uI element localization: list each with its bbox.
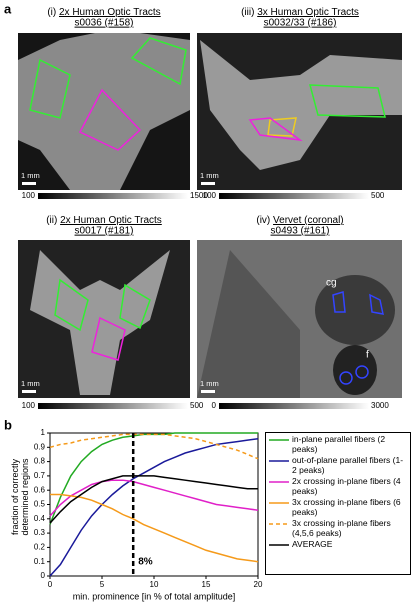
- panel-title: (iv) Vervet (coronal): [256, 215, 343, 226]
- annotation: cg: [326, 278, 337, 289]
- panel-tag: (iii): [241, 7, 254, 18]
- legend-swatch: [269, 439, 289, 441]
- micrograph: [18, 240, 190, 398]
- colorbar-max: 3000: [371, 401, 389, 410]
- scale-label: 1 mm: [21, 171, 40, 180]
- panel-id: s0032/33 (#186): [264, 18, 337, 29]
- y-tick-label: 0.8: [34, 457, 46, 466]
- panel-label: b: [4, 417, 12, 432]
- y-tick-label: 0.9: [34, 442, 46, 451]
- panel-id: s0017 (#181): [75, 226, 134, 237]
- panel-title-text: Vervet (coronal): [273, 215, 344, 226]
- x-tick-label: 15: [202, 580, 211, 589]
- panel-title: (i) 2x Human Optic Tracts: [47, 7, 160, 18]
- legend: in-plane parallel fibers (2 peaks) out-of…: [265, 432, 411, 575]
- legend-swatch: [269, 523, 289, 525]
- colorbar-min: 100: [22, 191, 36, 200]
- legend-label: 3x crossing in-plane fibers (4,5,6 peaks…: [292, 518, 391, 538]
- series-line: [49, 433, 259, 460]
- legend-swatch: [269, 544, 289, 546]
- legend-item: out-of-plane parallel fibers (1-2 peaks): [269, 455, 407, 475]
- legend-label: out-of-plane parallel fibers (1-2 peaks): [292, 455, 404, 475]
- y-tick-label: 0.6: [34, 485, 46, 494]
- legend-item: AVERAGE: [269, 539, 407, 550]
- colorbar-max: 1500: [190, 191, 208, 200]
- colorbar-min: 100: [22, 401, 36, 410]
- series-line: [49, 475, 258, 524]
- x-tick-label: 0: [48, 580, 53, 589]
- x-axis-label: min. prominence [in % of total amplitude…: [73, 591, 236, 601]
- panel-id: s0036 (#158): [75, 18, 134, 29]
- legend-swatch: [269, 502, 289, 504]
- y-tick-label: 0.3: [34, 528, 46, 537]
- panel-label: a: [4, 1, 12, 16]
- x-tick-label: 10: [150, 580, 159, 589]
- legend-item: 2x crossing in-plane fibers (4 peaks): [269, 476, 407, 496]
- y-axis-label: fraction of correctly determined regions: [10, 458, 30, 536]
- colorbar-max: 500: [190, 401, 204, 410]
- y-tick-label: 1: [41, 428, 46, 437]
- legend-item: in-plane parallel fibers (2 peaks): [269, 434, 407, 454]
- scale-label: 1 mm: [200, 379, 219, 388]
- panel-title: (iii) 3x Human Optic Tracts: [241, 7, 359, 18]
- panel-tag: (iv): [256, 215, 270, 226]
- colorbar-max: 500: [371, 191, 385, 200]
- legend-item: 3x crossing in-plane fibers (6 peaks): [269, 497, 407, 517]
- legend-swatch: [269, 481, 289, 483]
- micrograph: [197, 33, 402, 190]
- plot-frame: [49, 432, 259, 577]
- y-tick-label: 0.4: [34, 514, 46, 523]
- annotation: f: [366, 350, 369, 361]
- series-line: [49, 437, 259, 577]
- colorbars: [38, 193, 369, 409]
- panel-title-text: 2x Human Optic Tracts: [59, 7, 161, 18]
- panel-title-text: 3x Human Optic Tracts: [257, 7, 359, 18]
- panel-tag: (ii): [46, 215, 57, 226]
- y-tick-label: 0.5: [34, 500, 46, 509]
- y-tick-label: 0.1: [34, 557, 46, 566]
- panel-title: (ii) 2x Human Optic Tracts: [46, 215, 162, 226]
- threshold-label: 8%: [138, 556, 153, 567]
- series-line: [49, 432, 258, 525]
- panel-tag: (i): [47, 7, 56, 18]
- y-tick-label: 0.2: [34, 543, 46, 552]
- scale-label: 1 mm: [21, 379, 40, 388]
- colorbar-min: 0: [212, 401, 217, 410]
- series-line: [50, 493, 259, 563]
- panel-id: s0493 (#161): [271, 226, 330, 237]
- colorbar-min: 100: [203, 191, 217, 200]
- legend-label: in-plane parallel fibers (2 peaks): [292, 434, 386, 454]
- legend-item: 3x crossing in-plane fibers (4,5,6 peaks…: [269, 518, 407, 538]
- micrograph: [18, 33, 190, 190]
- legend-label: AVERAGE: [292, 539, 333, 549]
- micrograph: [197, 240, 402, 398]
- x-tick-label: 20: [254, 580, 263, 589]
- panel-title-text: 2x Human Optic Tracts: [60, 215, 162, 226]
- legend-swatch: [269, 460, 289, 462]
- y-tick-label: 0: [41, 571, 46, 580]
- legend-label: 2x crossing in-plane fibers (4 peaks): [292, 476, 401, 496]
- scale-label: 1 mm: [200, 171, 219, 180]
- y-tick-label: 0.7: [34, 471, 46, 480]
- legend-label: 3x crossing in-plane fibers (6 peaks): [292, 497, 401, 517]
- x-tick-label: 5: [100, 580, 105, 589]
- series-line: [49, 479, 259, 517]
